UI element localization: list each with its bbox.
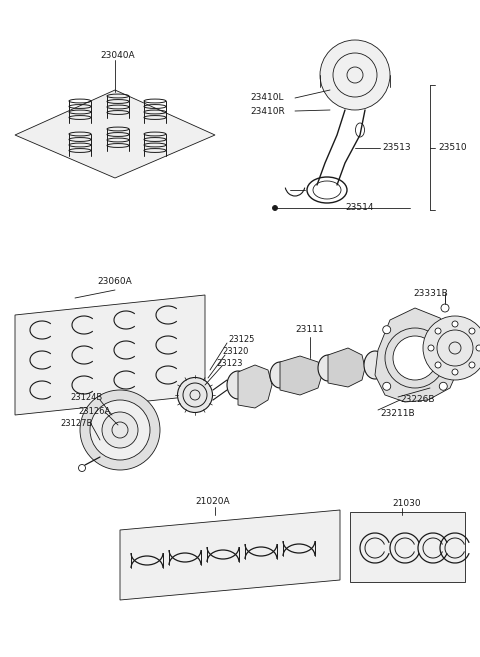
Circle shape <box>80 390 160 470</box>
Polygon shape <box>350 512 465 582</box>
Circle shape <box>476 345 480 351</box>
Circle shape <box>469 362 475 368</box>
Circle shape <box>469 328 475 334</box>
Circle shape <box>423 316 480 380</box>
Circle shape <box>439 382 447 390</box>
Text: 23513: 23513 <box>382 143 410 152</box>
Ellipse shape <box>270 362 290 388</box>
Polygon shape <box>375 308 460 402</box>
Circle shape <box>320 40 390 110</box>
Ellipse shape <box>227 371 249 399</box>
Text: 23123: 23123 <box>216 359 242 367</box>
Text: 23410R: 23410R <box>250 106 285 116</box>
Polygon shape <box>280 356 322 395</box>
Text: 23124B: 23124B <box>70 394 102 403</box>
Polygon shape <box>238 365 272 408</box>
Text: 23211B: 23211B <box>380 409 415 417</box>
Circle shape <box>383 326 391 334</box>
Ellipse shape <box>364 351 386 379</box>
Text: 21020A: 21020A <box>195 497 229 507</box>
Circle shape <box>273 206 277 210</box>
Circle shape <box>441 304 449 312</box>
Ellipse shape <box>178 378 213 413</box>
Circle shape <box>452 321 458 327</box>
Text: 23410L: 23410L <box>250 93 284 102</box>
Text: 23125: 23125 <box>228 336 254 344</box>
Circle shape <box>435 328 441 334</box>
Polygon shape <box>15 90 215 178</box>
Circle shape <box>439 326 447 334</box>
Circle shape <box>102 412 138 448</box>
Circle shape <box>428 345 434 351</box>
Circle shape <box>393 336 437 380</box>
Circle shape <box>452 369 458 375</box>
Polygon shape <box>120 510 340 600</box>
Text: 23126A: 23126A <box>78 407 110 415</box>
Circle shape <box>79 464 85 472</box>
Text: 23127B: 23127B <box>60 420 92 428</box>
Text: 23040A: 23040A <box>100 51 134 60</box>
Text: 23510: 23510 <box>438 143 467 152</box>
Text: 21030: 21030 <box>392 499 420 507</box>
Text: 23226B: 23226B <box>400 396 434 405</box>
Ellipse shape <box>318 355 338 381</box>
Circle shape <box>383 382 391 390</box>
Polygon shape <box>328 348 365 387</box>
Text: 23111: 23111 <box>295 325 324 334</box>
Circle shape <box>435 362 441 368</box>
Text: 23120: 23120 <box>222 348 248 357</box>
Text: 23060A: 23060A <box>97 277 132 286</box>
Text: 23331B: 23331B <box>413 288 448 298</box>
Text: 23514: 23514 <box>345 204 373 212</box>
Circle shape <box>90 400 150 460</box>
Polygon shape <box>15 295 205 415</box>
